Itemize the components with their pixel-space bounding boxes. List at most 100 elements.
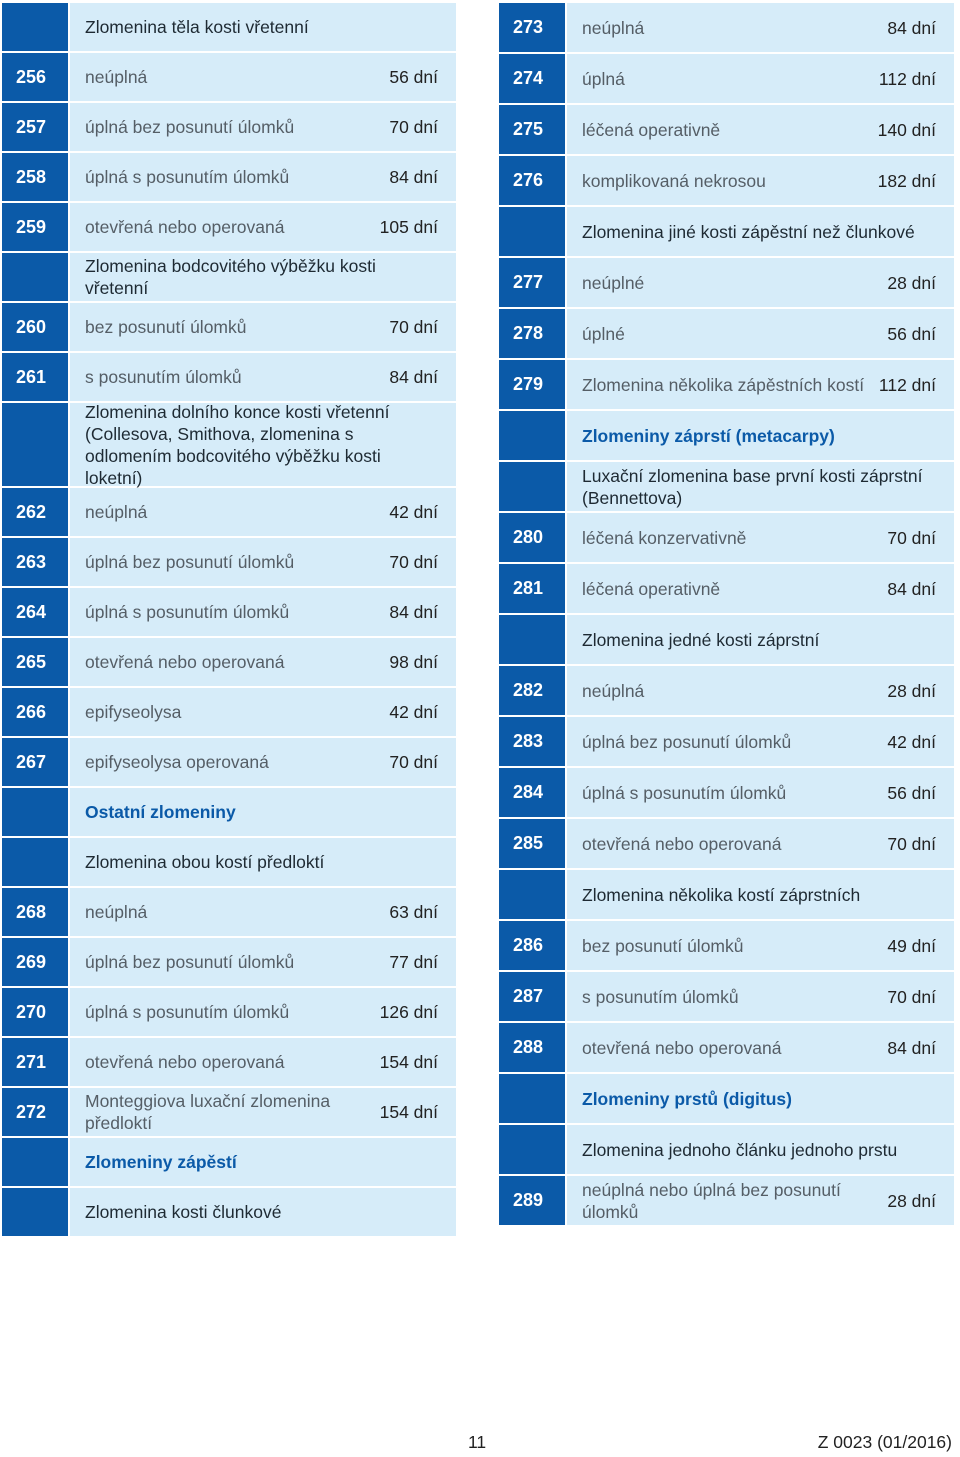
healing-days: 154 dní <box>379 1052 438 1072</box>
description-cell: otevřená nebo operovaná 98 dní <box>70 638 456 686</box>
healing-days: 70 dní <box>887 527 936 548</box>
group-heading-row: Zlomenina obou kostí předloktí <box>2 838 456 886</box>
item-description: s posunutím úlomků <box>582 986 739 1007</box>
description-cell: neúplná 84 dní <box>567 3 954 52</box>
group-heading-row: Zlomenina bodcovitého výběžku kosti vřet… <box>2 253 456 301</box>
item-number <box>2 403 68 486</box>
healing-days: 112 dní <box>878 374 936 395</box>
table-row: 273 neúplná 84 dní <box>499 3 954 52</box>
healing-days: 98 dní <box>389 652 438 672</box>
description-cell: neúplná 56 dní <box>70 53 456 101</box>
item-description: úplná bez posunutí úlomků <box>85 117 295 137</box>
item-description: úplná bez posunutí úlomků <box>582 731 792 752</box>
item-number <box>499 462 565 511</box>
item-number <box>499 411 565 460</box>
healing-days: 42 dní <box>389 702 438 722</box>
healing-days: 70 dní <box>389 552 438 572</box>
item-number <box>2 1138 68 1186</box>
description-cell: úplná bez posunutí úlomků 42 dní <box>567 717 954 766</box>
table-row: 279 Zlomenina několika zápěstních kostí 11… <box>499 360 954 409</box>
healing-days: 70 dní <box>389 317 438 337</box>
healing-days: 28 dní <box>887 1190 936 1211</box>
table-row: 271 otevřená nebo operovaná 154 dní <box>2 1038 456 1086</box>
item-number: 272 <box>2 1088 68 1136</box>
section-heading-row: Zlomeniny prstů (digitus) <box>499 1074 954 1123</box>
item-number: 264 <box>2 588 68 636</box>
description-cell: úplná bez posunutí úlomků 77 dní <box>70 938 456 986</box>
table-row: 267 epifyseolysa operovaná 70 dní <box>2 738 456 786</box>
description-cell: Zlomenina jedné kosti záprstní <box>567 615 954 664</box>
healing-days: 84 dní <box>887 578 936 599</box>
healing-days: 140 dní <box>877 119 936 140</box>
group-title: Zlomenina bodcovitého výběžku kosti vřet… <box>85 256 376 298</box>
group-title: Zlomenina kosti člunkové <box>85 1202 282 1222</box>
table-row: 259 otevřená nebo operovaná 105 dní <box>2 203 456 251</box>
section-heading-row: Zlomeniny záprstí (metacarpy) <box>499 411 954 460</box>
item-number: 285 <box>499 819 565 868</box>
item-number: 269 <box>2 938 68 986</box>
item-description: neúplná <box>85 902 148 922</box>
table-row: 289 neúplná nebo úplná bez posunutí úlomk… <box>499 1176 954 1225</box>
description-cell: úplná s posunutím úlomků 84 dní <box>70 588 456 636</box>
description-cell: otevřená nebo operovaná 105 dní <box>70 203 456 251</box>
description-cell: Ostatní zlomeniny <box>70 788 456 836</box>
healing-days: 112 dní <box>878 68 936 89</box>
section-title: Zlomeniny prstů (digitus) <box>582 1088 792 1109</box>
section-heading-row: Zlomeniny zápěstí <box>2 1138 456 1186</box>
description-cell: léčená operativně 140 dní <box>567 105 954 154</box>
description-cell: s posunutím úlomků 84 dní <box>70 353 456 401</box>
item-description: neúplná <box>85 502 148 522</box>
item-number: 284 <box>499 768 565 817</box>
description-cell: neúplná nebo úplná bez posunutí úlomků 28… <box>567 1176 954 1225</box>
section-title: Zlomeniny záprstí (metacarpy) <box>582 425 835 446</box>
description-cell: epifyseolysa 42 dní <box>70 688 456 736</box>
healing-days: 77 dní <box>389 952 438 972</box>
item-number: 287 <box>499 972 565 1021</box>
table-row: 272 Monteggiova luxační zlomenina předlok… <box>2 1088 456 1136</box>
item-description: léčená operativně <box>582 578 721 599</box>
item-description: neúplná <box>582 680 645 701</box>
item-number: 282 <box>499 666 565 715</box>
item-description: epifyseolysa <box>85 702 182 722</box>
item-number: 280 <box>499 513 565 562</box>
group-title: Zlomenina několika kostí záprstních <box>582 884 861 905</box>
table-row: 262 neúplná 42 dní <box>2 488 456 536</box>
group-title: Zlomenina jedné kosti záprstní <box>582 629 820 650</box>
table-row: 278 úplné 56 dní <box>499 309 954 358</box>
item-description: neúplná nebo úplná bez posunutí úlomků <box>582 1179 841 1222</box>
healing-days: 84 dní <box>389 602 438 622</box>
item-number <box>2 1188 68 1236</box>
item-number: 279 <box>499 360 565 409</box>
healing-days: 84 dní <box>389 367 438 387</box>
table-row: 286 bez posunutí úlomků 49 dní <box>499 921 954 970</box>
healing-days: 182 dní <box>877 170 936 191</box>
description-cell: Zlomenina těla kosti vřetenní <box>70 3 456 51</box>
item-description: komplikovaná nekrosou <box>582 170 766 191</box>
item-description: Zlomenina několika zápěstních kostí <box>582 374 865 395</box>
healing-days: 70 dní <box>389 752 438 772</box>
description-cell: úplná s posunutím úlomků 56 dní <box>567 768 954 817</box>
description-cell: neúplné 28 dní <box>567 258 954 307</box>
section-title: Zlomeniny zápěstí <box>85 1152 237 1172</box>
item-description: otevřená nebo operovaná <box>85 217 285 237</box>
item-number <box>2 3 68 51</box>
description-cell: bez posunutí úlomků 70 dní <box>70 303 456 351</box>
item-number: 261 <box>2 353 68 401</box>
item-number: 258 <box>2 153 68 201</box>
item-number: 275 <box>499 105 565 154</box>
description-cell: úplná 112 dní <box>567 54 954 103</box>
table-row: 263 úplná bez posunutí úlomků 70 dní <box>2 538 456 586</box>
group-heading-row: Zlomenina jiné kosti zápěstní než člunko… <box>499 207 954 256</box>
item-description: úplná <box>582 68 625 89</box>
left-column: Zlomenina těla kosti vřetenní 256 neúplná 5… <box>2 3 456 1238</box>
healing-days: 63 dní <box>389 902 438 922</box>
table-row: 281 léčená operativně 84 dní <box>499 564 954 613</box>
item-number <box>2 788 68 836</box>
description-cell: neúplná 63 dní <box>70 888 456 936</box>
item-description: Monteggiova luxační zlomenina předloktí <box>85 1091 331 1133</box>
description-cell: úplné 56 dní <box>567 309 954 358</box>
group-title: Zlomenina dolního konce kosti vřetenní (… <box>85 401 390 488</box>
item-number <box>499 1125 565 1174</box>
healing-days: 56 dní <box>389 67 438 87</box>
table-row: 270 úplná s posunutím úlomků 126 dní <box>2 988 456 1036</box>
